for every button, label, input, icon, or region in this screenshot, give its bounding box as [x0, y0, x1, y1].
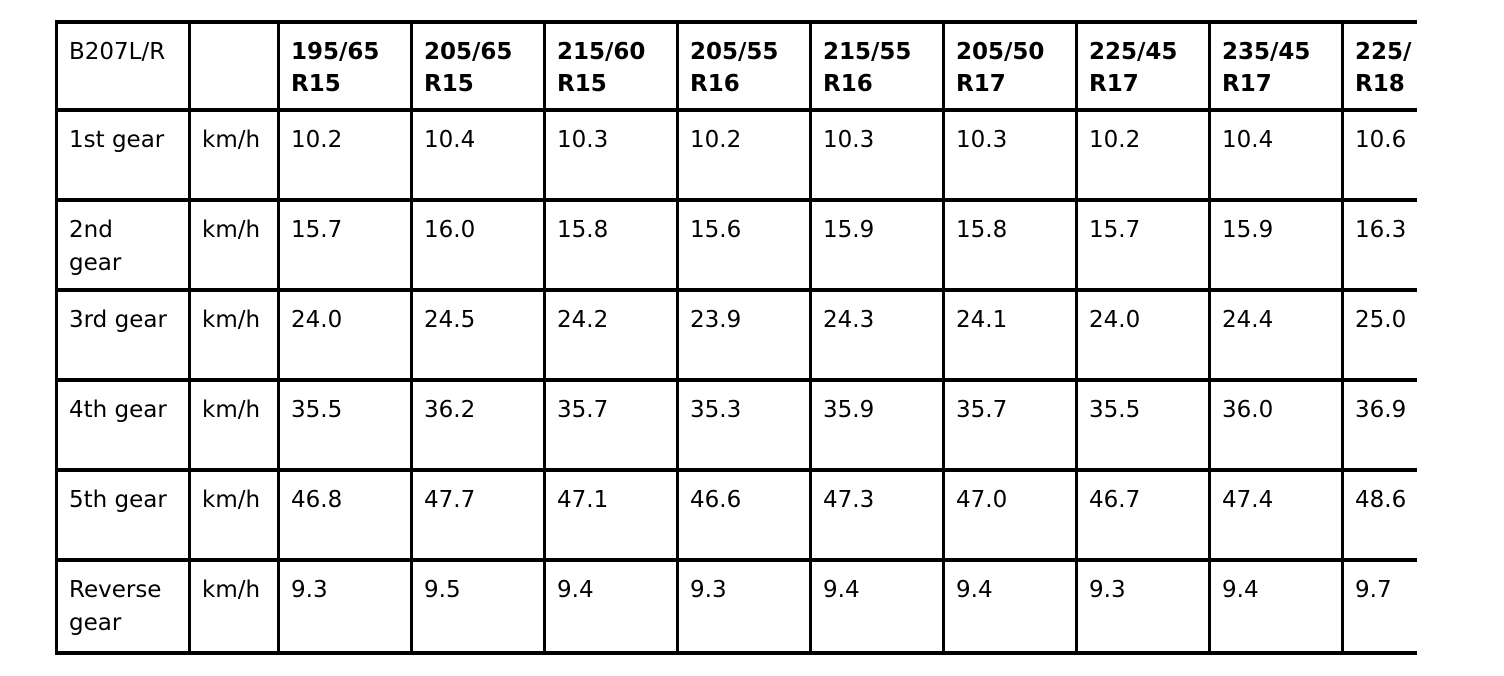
- value-cell: 36.9: [1341, 378, 1417, 473]
- value-cell: 35.5: [1075, 378, 1211, 473]
- value-cell: 24.1: [942, 288, 1078, 383]
- table-header-row: B207L/R 195/65 R15 205/65 R15 215/60 R15…: [55, 20, 1417, 113]
- value-cell: 10.2: [1075, 108, 1211, 203]
- value-cell: 47.0: [942, 468, 1078, 563]
- column-header-tire-4: 205/55 R16: [676, 20, 812, 113]
- value-cell: 46.7: [1075, 468, 1211, 563]
- value-cell: 47.3: [809, 468, 945, 563]
- value-cell: 47.7: [410, 468, 546, 563]
- value-cell: 10.4: [410, 108, 546, 203]
- value-cell: 15.9: [809, 198, 945, 293]
- column-header-tire-5: 215/55 R16: [809, 20, 945, 113]
- unit-cell: km/h: [188, 558, 280, 656]
- value-cell: 23.9: [676, 288, 812, 383]
- row-label: 5th gear: [55, 468, 191, 563]
- value-cell: 10.2: [277, 108, 413, 203]
- value-cell: 9.3: [676, 558, 812, 656]
- column-header-tire-9: 225/ R18: [1341, 20, 1417, 113]
- column-header-tire-8: 235/45 R17: [1208, 20, 1344, 113]
- unit-column-header: [188, 20, 280, 113]
- unit-cell: km/h: [188, 378, 280, 473]
- table-row-3rd-gear: 3rd gear km/h 24.0 24.5 24.2 23.9 24.3 2…: [55, 288, 1417, 383]
- engine-code-header: B207L/R: [55, 20, 191, 113]
- row-label: 2nd gear: [55, 198, 191, 293]
- value-cell: 25.0: [1341, 288, 1417, 383]
- value-cell: 9.4: [942, 558, 1078, 656]
- value-cell: 36.0: [1208, 378, 1344, 473]
- value-cell: 47.1: [543, 468, 679, 563]
- table-row-5th-gear: 5th gear km/h 46.8 47.7 47.1 46.6 47.3 4…: [55, 468, 1417, 563]
- value-cell: 24.3: [809, 288, 945, 383]
- value-cell: 24.5: [410, 288, 546, 383]
- value-cell: 24.0: [277, 288, 413, 383]
- value-cell: 16.3: [1341, 198, 1417, 293]
- row-label: 3rd gear: [55, 288, 191, 383]
- value-cell: 9.7: [1341, 558, 1417, 656]
- value-cell: 10.3: [942, 108, 1078, 203]
- unit-cell: km/h: [188, 108, 280, 203]
- value-cell: 35.3: [676, 378, 812, 473]
- unit-cell: km/h: [188, 288, 280, 383]
- value-cell: 10.2: [676, 108, 812, 203]
- value-cell: 9.5: [410, 558, 546, 656]
- value-cell: 46.6: [676, 468, 812, 563]
- column-header-tire-2: 205/65 R15: [410, 20, 546, 113]
- value-cell: 46.8: [277, 468, 413, 563]
- column-header-tire-3: 215/60 R15: [543, 20, 679, 113]
- unit-cell: km/h: [188, 468, 280, 563]
- table-row-2nd-gear: 2nd gear km/h 15.7 16.0 15.8 15.6 15.9 1…: [55, 198, 1417, 293]
- gear-speed-table: B207L/R 195/65 R15 205/65 R15 215/60 R15…: [55, 20, 1417, 656]
- row-label: 4th gear: [55, 378, 191, 473]
- value-cell: 15.8: [942, 198, 1078, 293]
- value-cell: 48.6: [1341, 468, 1417, 563]
- value-cell: 24.2: [543, 288, 679, 383]
- value-cell: 9.4: [1208, 558, 1344, 656]
- value-cell: 15.8: [543, 198, 679, 293]
- table-row-4th-gear: 4th gear km/h 35.5 36.2 35.7 35.3 35.9 3…: [55, 378, 1417, 473]
- value-cell: 35.7: [942, 378, 1078, 473]
- value-cell: 9.3: [1075, 558, 1211, 656]
- value-cell: 10.3: [809, 108, 945, 203]
- value-cell: 36.2: [410, 378, 546, 473]
- value-cell: 10.6: [1341, 108, 1417, 203]
- value-cell: 9.4: [809, 558, 945, 656]
- row-label: 1st gear: [55, 108, 191, 203]
- column-header-tire-6: 205/50 R17: [942, 20, 1078, 113]
- value-cell: 16.0: [410, 198, 546, 293]
- value-cell: 10.3: [543, 108, 679, 203]
- unit-cell: km/h: [188, 198, 280, 293]
- row-label: Reverse gear: [55, 558, 191, 656]
- value-cell: 15.7: [1075, 198, 1211, 293]
- table-row-reverse-gear: Reverse gear km/h 9.3 9.5 9.4 9.3 9.4 9.…: [55, 558, 1417, 656]
- value-cell: 9.3: [277, 558, 413, 656]
- value-cell: 24.0: [1075, 288, 1211, 383]
- value-cell: 35.5: [277, 378, 413, 473]
- value-cell: 15.9: [1208, 198, 1344, 293]
- value-cell: 15.7: [277, 198, 413, 293]
- value-cell: 9.4: [543, 558, 679, 656]
- value-cell: 35.7: [543, 378, 679, 473]
- value-cell: 15.6: [676, 198, 812, 293]
- value-cell: 10.4: [1208, 108, 1344, 203]
- table-row-1st-gear: 1st gear km/h 10.2 10.4 10.3 10.2 10.3 1…: [55, 108, 1417, 203]
- gear-speed-table-container: B207L/R 195/65 R15 205/65 R15 215/60 R15…: [55, 20, 1417, 672]
- value-cell: 47.4: [1208, 468, 1344, 563]
- value-cell: 24.4: [1208, 288, 1344, 383]
- column-header-tire-1: 195/65 R15: [277, 20, 413, 113]
- column-header-tire-7: 225/45 R17: [1075, 20, 1211, 113]
- value-cell: 35.9: [809, 378, 945, 473]
